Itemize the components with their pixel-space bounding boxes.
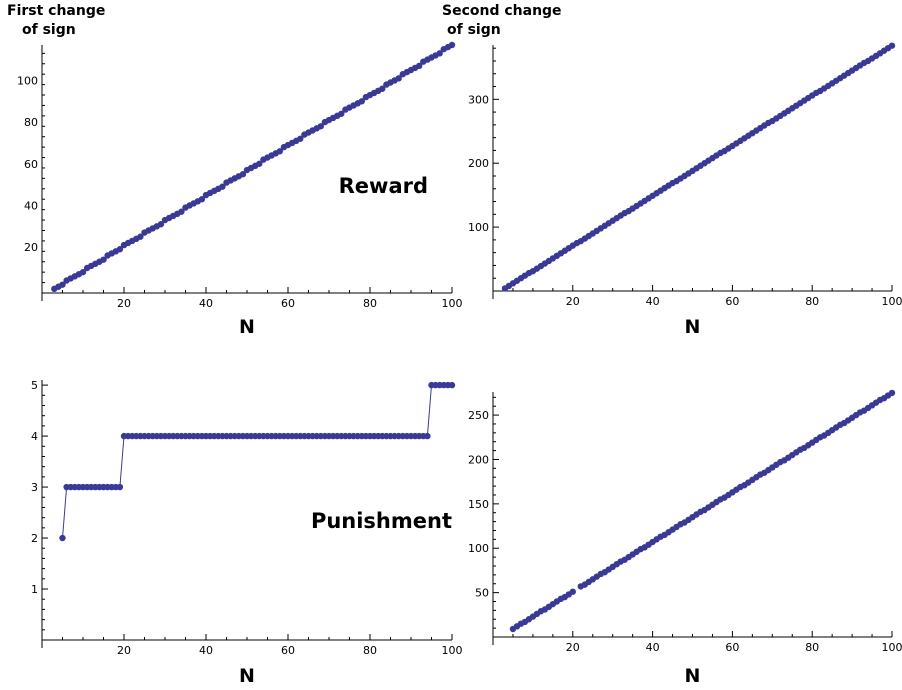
second-change-heading-line1: Second change: [442, 3, 562, 19]
y-tick-label: 200: [468, 157, 489, 170]
x-tick-label: 80: [805, 295, 819, 308]
y-tick-label: 200: [468, 453, 489, 466]
data-point: [198, 196, 206, 203]
data-point: [317, 123, 324, 130]
x-axis-label: N: [239, 665, 255, 687]
x-tick-label: 100: [442, 644, 463, 657]
data-point: [137, 233, 144, 240]
data-point: [116, 246, 124, 253]
x-tick-label: 100: [882, 641, 902, 654]
data-point: [256, 160, 263, 167]
y-tick-label: 1: [31, 583, 38, 596]
y-tick-label: 4: [31, 430, 38, 443]
chart-reward-first: 20 40 60 80 100 20 40 60 80 100 N: [17, 41, 463, 338]
x-tick-label: 20: [566, 641, 580, 654]
x-tick-label: 20: [117, 297, 131, 310]
x-axis-label: N: [239, 316, 255, 338]
data-point: [219, 183, 226, 190]
data-point: [888, 42, 896, 49]
data-point: [297, 135, 304, 142]
y-tick-label: 100: [468, 221, 489, 234]
x-tick-label: 20: [117, 644, 131, 657]
data-point: [424, 432, 431, 440]
y-tick-label: 100: [468, 542, 489, 555]
data-point: [157, 221, 165, 228]
data-point: [79, 268, 87, 276]
x-tick-label: 40: [646, 641, 660, 654]
data-point: [448, 381, 456, 389]
x-axis-label: N: [685, 665, 701, 687]
data-point: [178, 208, 185, 215]
data-point: [59, 281, 66, 288]
x-tick-label: 80: [363, 644, 377, 657]
data-point: [239, 171, 247, 178]
y-tick-label: 150: [468, 498, 489, 511]
x-tick-label: 40: [199, 297, 213, 310]
data-point: [569, 588, 576, 595]
data-point: [395, 75, 402, 82]
second-change-heading-line2: of sign: [447, 22, 501, 38]
x-tick-label: 20: [566, 295, 580, 308]
data-point: [888, 389, 896, 397]
x-tick-label: 80: [363, 297, 377, 310]
y-tick-label: 40: [24, 199, 38, 212]
reward-annotation: Reward: [339, 174, 428, 198]
data-point: [436, 50, 443, 57]
data-point: [379, 85, 386, 92]
data-point: [338, 110, 345, 117]
x-tick-label: 60: [281, 297, 295, 310]
x-tick-label: 40: [199, 644, 213, 657]
y-tick-label: 3: [31, 481, 38, 494]
x-tick-label: 60: [281, 644, 295, 657]
x-tick-label: 40: [646, 295, 660, 308]
data-point: [358, 98, 365, 105]
y-tick-label: 2: [31, 532, 38, 545]
y-tick-label: 300: [468, 93, 489, 106]
first-change-heading-line2: of sign: [22, 22, 76, 38]
data-point: [116, 483, 124, 491]
x-tick-label: 60: [725, 641, 739, 654]
x-axis-label: N: [685, 316, 701, 338]
first-change-heading-line1: First change: [7, 3, 105, 19]
x-tick-label: 60: [725, 295, 739, 308]
y-tick-label: 250: [468, 409, 489, 422]
chart-punishment-second: 20 40 60 80 100 50 100 150 200 250 N: [468, 389, 902, 687]
data-point: [100, 256, 107, 263]
chart-punishment-first: 20 40 60 80 100 1 2 3 4 5 N: [31, 379, 463, 687]
y-tick-label: 80: [24, 116, 38, 129]
y-tick-label: 60: [24, 158, 38, 171]
x-tick-label: 100: [442, 297, 463, 310]
data-point: [276, 148, 283, 155]
data-point: [448, 41, 456, 49]
y-tick-label: 50: [475, 587, 489, 600]
x-tick-label: 80: [805, 641, 819, 654]
y-tick-label: 5: [31, 379, 38, 392]
y-tick-label: 100: [17, 74, 38, 87]
data-point: [59, 534, 66, 542]
punishment-annotation: Punishment: [311, 509, 452, 533]
y-tick-label: 20: [24, 241, 38, 254]
chart-reward-second: 20 40 60 80 100 100 200 300 N: [468, 42, 902, 338]
data-point: [416, 62, 423, 70]
x-tick-label: 100: [882, 295, 902, 308]
